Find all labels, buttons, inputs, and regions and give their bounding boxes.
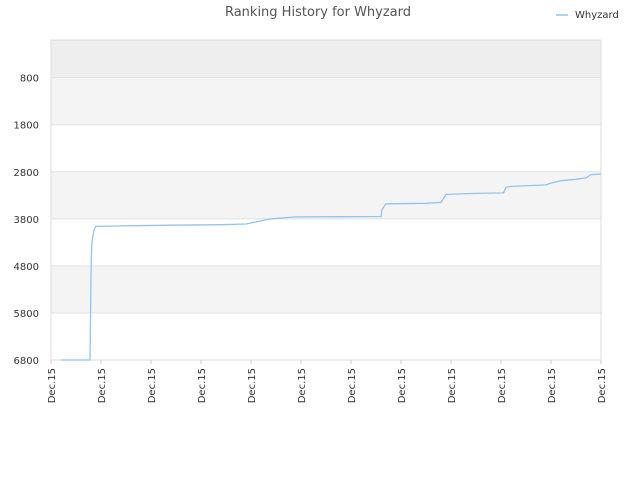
y-tick-label: 5800 <box>14 309 39 320</box>
y-tick-label: 3800 <box>14 215 39 226</box>
y-tick-label: 6800 <box>14 356 39 367</box>
plot-band <box>51 171 601 219</box>
legend-label-whyzard: Whyzard <box>575 10 619 21</box>
x-tick-label: Dec.15 <box>147 368 158 403</box>
plot-band <box>51 40 601 78</box>
y-tick-label: 800 <box>20 74 39 85</box>
x-tick-label: Dec.15 <box>297 368 308 403</box>
plot-bands <box>51 40 601 360</box>
series-line-whyzard <box>61 173 602 361</box>
x-tick-label: Dec.15 <box>247 368 258 403</box>
y-tick-label: 1800 <box>14 121 39 132</box>
x-tick-label: Dec.15 <box>197 368 208 403</box>
x-tick-label: Dec.15 <box>497 368 508 403</box>
plot-band <box>51 77 601 125</box>
y-axis-tick-labels: 800 1800 2800 3800 4800 5800 6800 <box>14 74 39 367</box>
chart-title: Ranking History for Whyzard <box>225 5 411 20</box>
x-tick-label: Dec.15 <box>47 368 58 403</box>
plot-band <box>51 312 601 360</box>
x-tick-label: Dec.15 <box>397 368 408 403</box>
y-tick-label: 4800 <box>14 262 39 273</box>
plot-band <box>51 124 601 172</box>
x-tick-label: Dec.15 <box>447 368 458 403</box>
x-tick-label: Dec.15 <box>547 368 558 403</box>
x-axis-tick-labels: Dec.15 Dec.15 Dec.15 Dec.15 Dec.15 Dec.15 Dec.… <box>47 360 608 403</box>
y-tick-label: 2800 <box>14 168 39 179</box>
plot-band <box>51 265 601 313</box>
x-tick-label: Dec.15 <box>347 368 358 403</box>
x-tick-label: Dec.15 <box>597 368 608 403</box>
plot-band <box>51 218 601 266</box>
x-tick-label: Dec.15 <box>97 368 108 403</box>
plot-border <box>50 39 602 361</box>
